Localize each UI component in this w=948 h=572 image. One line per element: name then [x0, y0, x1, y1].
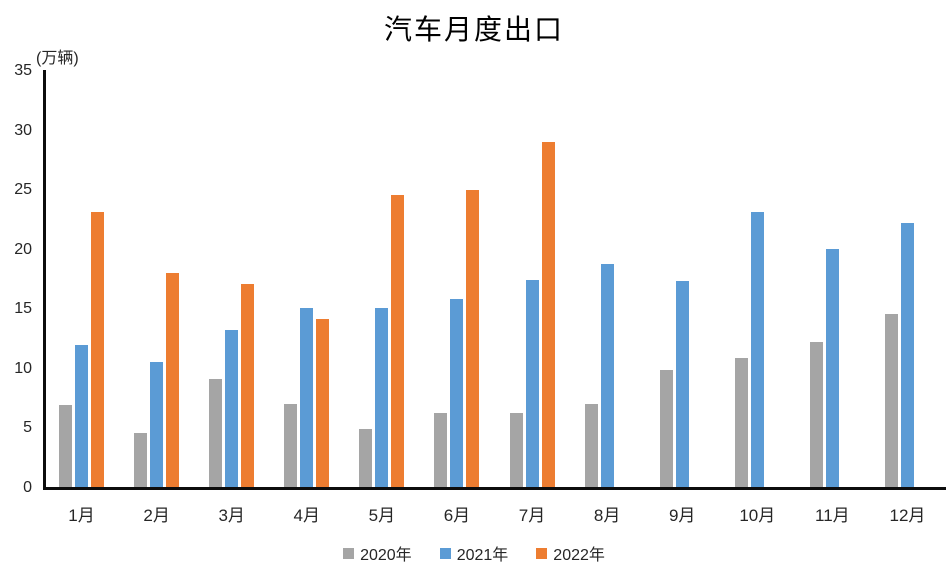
legend-swatch-icon: [439, 547, 451, 559]
bar-2022年-6月: [466, 190, 480, 487]
bar-group-5月: [344, 71, 419, 487]
bar-group-3月: [194, 71, 269, 487]
bar-2020年-9月: [659, 370, 673, 487]
bar-2021年-8月: [600, 264, 614, 487]
bar-2020年-7月: [509, 413, 523, 487]
y-tick-label-35: 35: [14, 62, 32, 79]
bar-2021年-3月: [225, 329, 239, 487]
x-axis-label-8月: 8月: [593, 506, 621, 525]
y-tick-label-25: 25: [14, 181, 32, 199]
bar-group-2月: [119, 71, 194, 487]
bar-2020年-2月: [134, 433, 148, 487]
x-axis-label-1月: 1月: [68, 506, 95, 525]
bar-2022年-1月: [91, 211, 105, 487]
bar-2020年-4月: [284, 403, 298, 487]
x-axis-label-11月: 11月: [815, 506, 850, 525]
bar-2020年-1月: [59, 404, 73, 487]
y-tick-label-10: 10: [14, 359, 32, 377]
legend-label: 2021年: [456, 547, 509, 564]
y-axis-unit-label: (万辆): [36, 50, 79, 67]
legend-item-2022年: 2022年: [536, 541, 605, 565]
bar-group-4月: [269, 71, 344, 487]
x-axis-line: [43, 487, 946, 490]
y-tick-label-0: 0: [23, 479, 32, 496]
bar-2021年-4月: [300, 308, 314, 487]
bar-2022年-4月: [316, 319, 330, 487]
legend-swatch-icon: [343, 547, 355, 559]
bar-2020年-5月: [359, 428, 373, 487]
bar-2021年-7月: [525, 279, 539, 487]
y-axis-line: [43, 70, 46, 489]
bar-2021年-11月: [825, 248, 839, 487]
bar-group-9月: [645, 71, 720, 487]
bar-2020年-12月: [884, 314, 898, 487]
legend-label: 2020年: [360, 547, 412, 564]
legend: 2020年 2021年 2022年: [0, 541, 948, 565]
bar-group-8月: [570, 71, 645, 487]
y-tick-label-15: 15: [14, 300, 32, 318]
x-axis-label-9月: 9月: [668, 506, 696, 525]
bar-group-11月: [795, 71, 870, 487]
x-axis-label-4月: 4月: [293, 506, 321, 525]
legend-item-2021年: 2021年: [439, 541, 509, 565]
x-axis-label-12月: 12月: [889, 506, 926, 525]
bar-2021年-12月: [900, 222, 914, 487]
bar-2022年-2月: [166, 272, 180, 487]
bar-2022年-7月: [541, 141, 555, 487]
bar-2022年-3月: [241, 284, 255, 487]
x-axis-label-3月: 3月: [218, 506, 245, 525]
x-axis-label-5月: 5月: [368, 506, 396, 525]
bar-2021年-2月: [150, 361, 164, 487]
bar-2020年-8月: [584, 403, 598, 487]
bar-group-7月: [495, 71, 570, 487]
bar-2021年-1月: [75, 345, 89, 487]
bar-2022年-5月: [391, 195, 405, 487]
bar-2020年-11月: [809, 341, 823, 487]
y-tick-label-5: 5: [23, 419, 32, 437]
x-axis-label-7月: 7月: [518, 506, 546, 525]
bar-2021年-9月: [675, 280, 689, 487]
y-tick-label-30: 30: [14, 121, 32, 139]
legend-swatch-icon: [536, 547, 548, 559]
x-axis-label-2月: 2月: [143, 506, 170, 525]
chart-title: 汽车月度出口: [383, 15, 564, 46]
bar-group-12月: [870, 71, 945, 487]
legend-item-2020年: 2020年: [343, 541, 412, 565]
x-axis-label-10月: 10月: [739, 506, 776, 525]
bar-group-1月: [44, 71, 119, 487]
bar-2021年-10月: [750, 211, 764, 487]
bar-group-10月: [720, 71, 795, 487]
bar-2021年-6月: [450, 298, 464, 487]
legend-label: 2022年: [553, 547, 605, 564]
x-axis-label-6月: 6月: [443, 506, 471, 525]
bar-2021年-5月: [375, 308, 389, 487]
bar-2020年-6月: [434, 413, 448, 487]
y-tick-label-20: 20: [14, 240, 32, 258]
bar-2020年-3月: [209, 378, 223, 487]
bar-group-6月: [419, 71, 494, 487]
bar-2020年-10月: [734, 358, 748, 487]
